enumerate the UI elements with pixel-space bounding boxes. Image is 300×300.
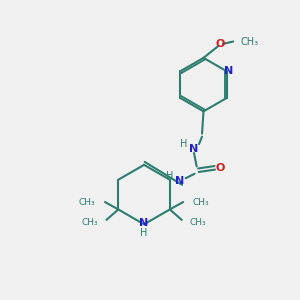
Text: CH₃: CH₃: [241, 37, 259, 46]
Text: O: O: [215, 40, 224, 50]
Text: CH₃: CH₃: [79, 197, 95, 206]
Text: CH₃: CH₃: [193, 197, 209, 206]
Text: N: N: [224, 66, 233, 76]
Text: N: N: [189, 143, 199, 154]
Text: H: H: [166, 171, 173, 181]
Text: N: N: [140, 218, 149, 228]
Text: CH₃: CH₃: [190, 218, 206, 227]
Text: H: H: [140, 228, 148, 238]
Text: O: O: [215, 163, 224, 173]
Text: CH₃: CH₃: [82, 218, 98, 227]
Text: H: H: [181, 139, 188, 149]
Text: N: N: [175, 176, 184, 186]
